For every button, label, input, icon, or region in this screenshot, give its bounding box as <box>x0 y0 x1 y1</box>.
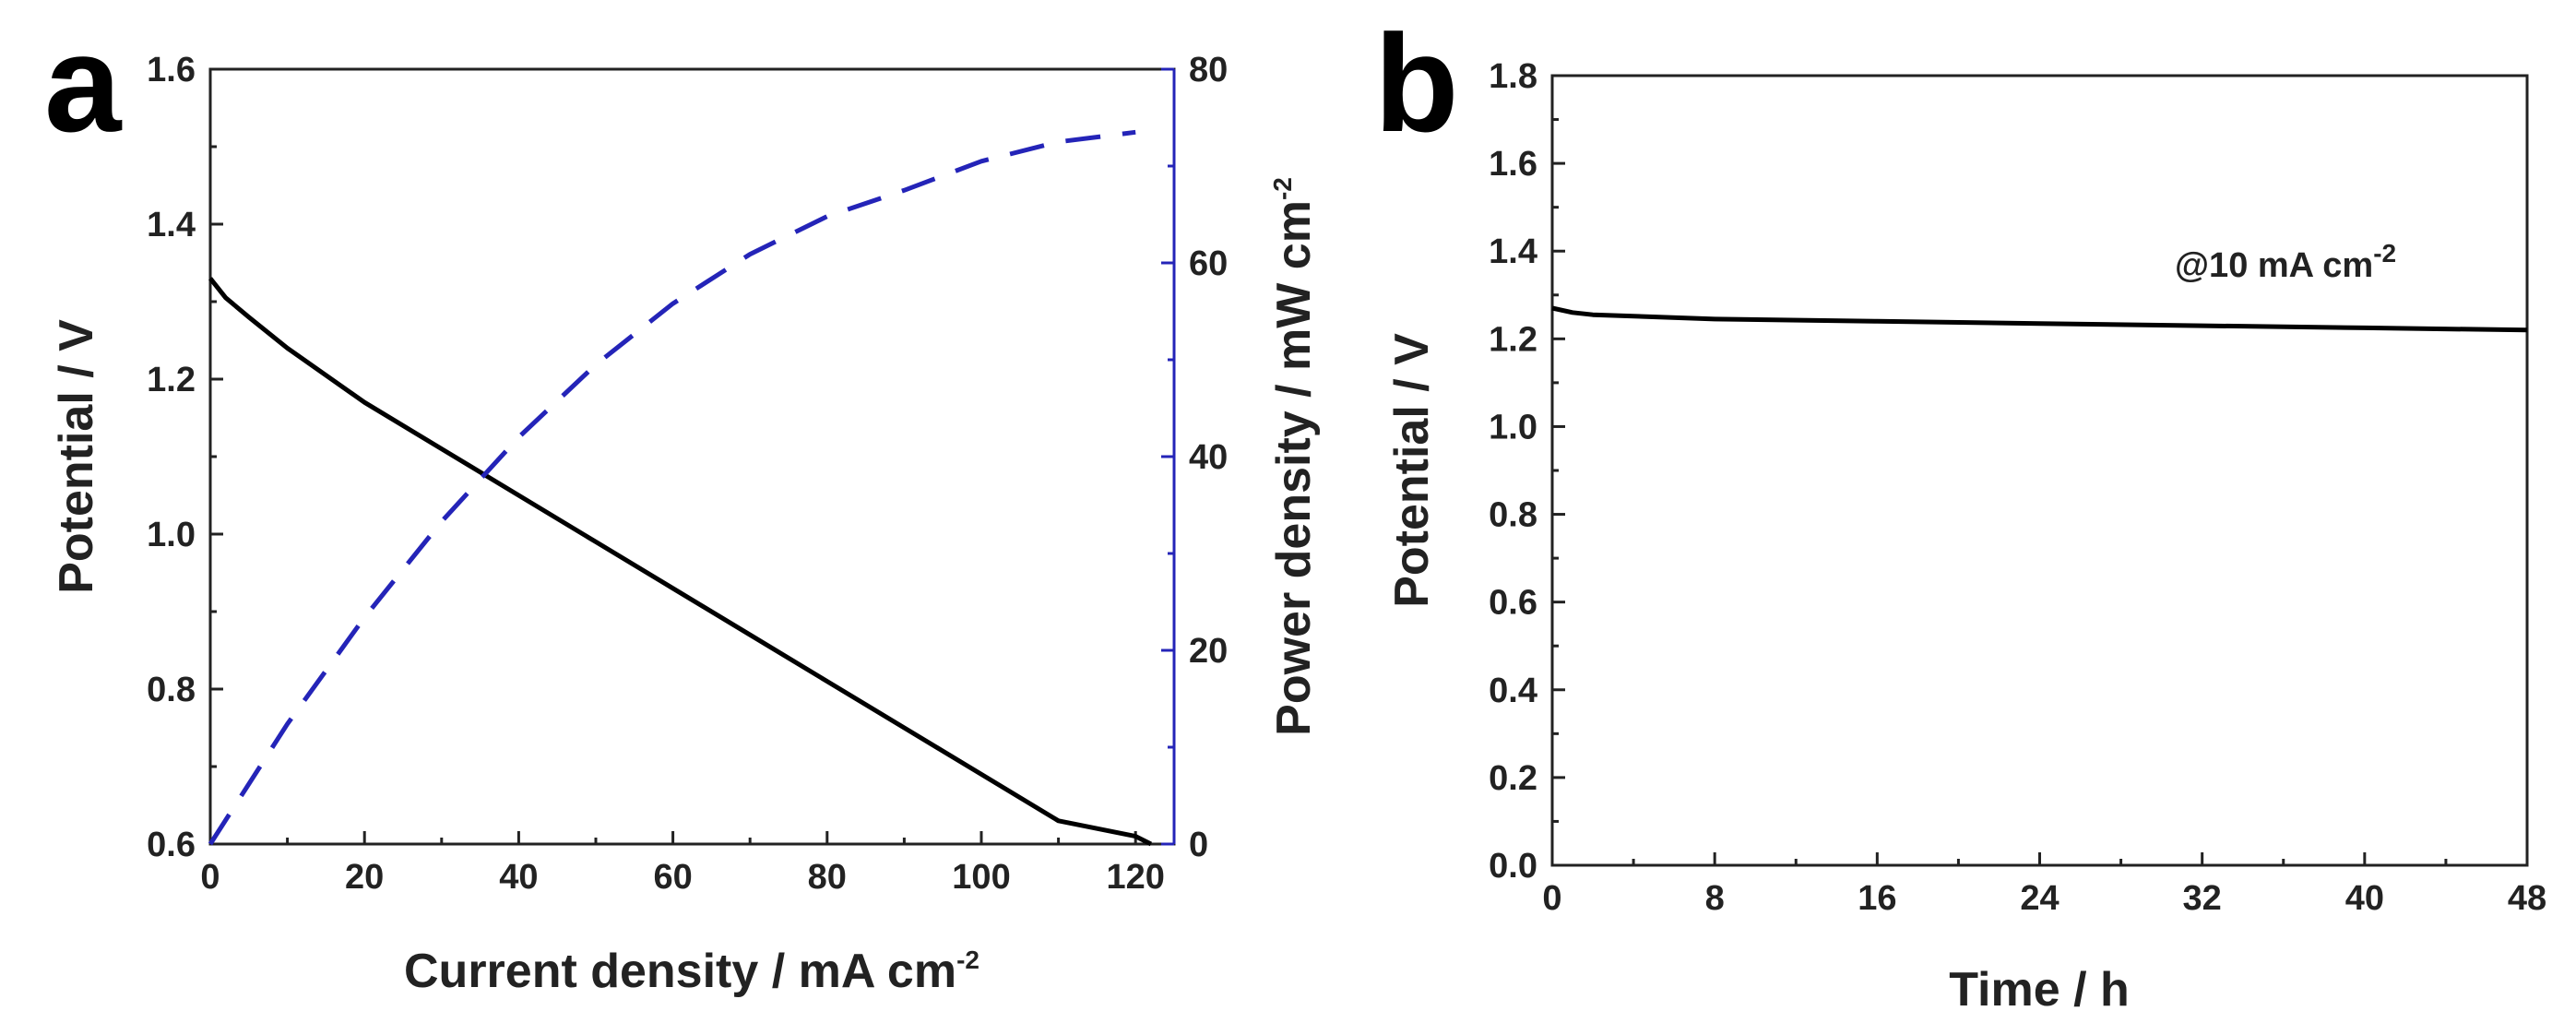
panel-b-series-potential <box>1551 305 2528 333</box>
panel-a-y-ticks: 0.6 0.8 1.0 1.2 1.4 1.6 <box>147 51 223 864</box>
panel-b-x-tick-label: 16 <box>1858 879 1896 918</box>
panel-a-y2-tick-label: 60 <box>1189 244 1228 283</box>
panel-b: b 0 8 16 24 32 40 48 0.0 0.2 0.4 0.6 0.8 1.0 1.2 1.4 1… <box>1374 6 2546 1017</box>
panel-b-y-tick-label: 1.0 <box>1489 408 1537 446</box>
panel-a: a 0 20 40 60 80 100 120 0.6 0.8 1.0 1.2 1.4 1.6 0 20… <box>44 6 1321 998</box>
panel-a-x-tick-label: 100 <box>952 858 1010 897</box>
panel-b-y-tick-label: 0.2 <box>1489 759 1537 798</box>
panel-b-annotation: @10 mA cm-2 <box>2175 239 2396 285</box>
panel-a-y2-tick-label: 20 <box>1189 632 1228 671</box>
panel-a-x-tick-label: 40 <box>499 858 538 897</box>
panel-a-y2-tick-label: 0 <box>1189 826 1208 864</box>
panel-b-y-tick-label: 1.6 <box>1489 145 1537 184</box>
panel-a-y2-tick-label: 40 <box>1189 438 1228 477</box>
panel-b-label: b <box>1374 6 1459 161</box>
panel-b-y-tick-label: 0.8 <box>1489 496 1537 535</box>
panel-b-series <box>1551 305 2528 333</box>
panel-b-x-tick-label: 8 <box>1705 879 1725 918</box>
panel-a-x-ticks: 0 20 40 60 80 100 120 <box>200 831 1165 897</box>
panel-b-x-tick-label: 0 <box>1542 879 1561 918</box>
panel-b-y-ticks: 0.0 0.2 0.4 0.6 0.8 1.0 1.2 1.4 1.6 1.8 <box>1489 57 1565 886</box>
panel-a-y-tick-label: 1.0 <box>147 516 196 554</box>
panel-a-y-tick-label: 0.6 <box>147 826 196 864</box>
panel-b-y-tick-label: 0.0 <box>1489 847 1537 886</box>
panel-b-y-tick-label: 1.8 <box>1489 57 1537 96</box>
panel-a-y2-ticks: 0 20 40 60 80 <box>1161 51 1228 864</box>
panel-a-y2-tick-label: 80 <box>1189 51 1228 89</box>
panel-b-x-axis-title: Time / h <box>1949 963 2130 1017</box>
panel-a-y-tick-label: 1.2 <box>147 361 196 399</box>
panel-a-y2-axis-title: Power density / mW cm-2 <box>1267 177 1321 736</box>
panel-a-plot-frame <box>208 67 1176 846</box>
panel-a-y-tick-label: 1.4 <box>147 206 196 244</box>
panel-a-label: a <box>44 6 123 161</box>
panel-b-plot-frame <box>1550 74 2529 867</box>
panel-b-y-tick-label: 0.4 <box>1489 672 1537 710</box>
panel-a-y-axis-title: Potential / V <box>50 319 103 594</box>
panel-b-y-axis-title: Potential / V <box>1385 333 1439 608</box>
panel-a-series-potential <box>208 277 1153 847</box>
panel-a-x-tick-label: 120 <box>1106 858 1164 897</box>
panel-a-series-power-density <box>208 129 1136 846</box>
panel-b-x-tick-label: 32 <box>2183 879 2222 918</box>
panel-b-y-tick-label: 0.6 <box>1489 584 1537 623</box>
panel-a-x-tick-label: 0 <box>200 858 220 897</box>
panel-a-x-tick-label: 20 <box>345 858 384 897</box>
panel-b-x-ticks: 0 8 16 24 32 40 48 <box>1542 852 2546 918</box>
panel-a-y-tick-label: 0.8 <box>147 671 196 709</box>
panel-a-x-axis-title: Current density / mA cm-2 <box>404 945 979 998</box>
panel-a-series <box>208 129 1153 847</box>
panel-a-y-tick-label: 1.6 <box>147 51 196 89</box>
panel-b-x-tick-label: 24 <box>2020 879 2059 918</box>
panel-a-x-tick-label: 60 <box>653 858 692 897</box>
panel-b-x-tick-label: 40 <box>2345 879 2384 918</box>
panel-b-y-tick-label: 1.2 <box>1489 320 1537 359</box>
panel-b-x-tick-label: 48 <box>2508 879 2546 918</box>
panel-b-y-tick-label: 1.4 <box>1489 232 1537 271</box>
panel-a-x-tick-label: 80 <box>808 858 847 897</box>
